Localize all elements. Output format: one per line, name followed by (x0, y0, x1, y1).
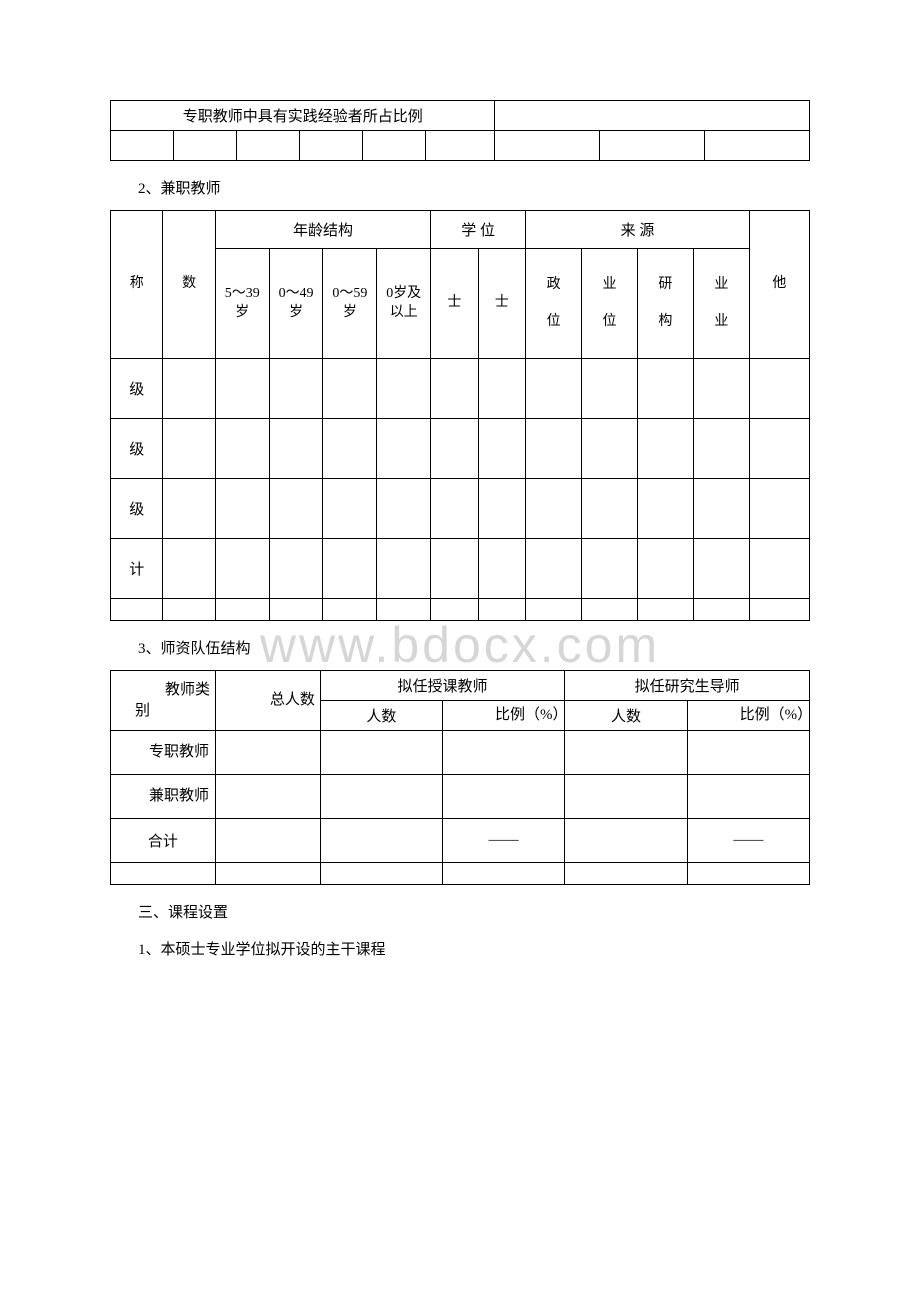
col-age-3: 0～59岁 (323, 249, 377, 359)
col-count: 数 (163, 211, 215, 359)
col-total: 总人数 (215, 671, 320, 731)
table-row: 计 (111, 539, 810, 599)
table-row: 合计 —— —— (111, 819, 810, 863)
col-teacher-type: 教师类别 (111, 671, 216, 731)
table-row (111, 863, 810, 885)
practice-ratio-label: 专职教师中具有实践经验者所占比例 (111, 101, 495, 131)
col-pct-1: 比例（%） (443, 701, 565, 731)
section-course-1: 三、课程设置 (138, 901, 810, 922)
section-2-label: 2、兼职教师 (138, 177, 810, 198)
table-row: 兼职教师 (111, 775, 810, 819)
table-practice-ratio: 专职教师中具有实践经验者所占比例 (110, 100, 810, 161)
col-pct-2: 比例（%） (687, 701, 809, 731)
col-num-2: 人数 (565, 701, 687, 731)
col-src-4: 业 业 (693, 249, 749, 359)
table-row: 级 (111, 479, 810, 539)
table-row: 级 (111, 419, 810, 479)
col-title: 称 (111, 211, 163, 359)
col-src-2: 业 位 (582, 249, 638, 359)
table-row (111, 599, 810, 621)
col-age-1: 5～39岁 (215, 249, 269, 359)
col-src-3: 研 构 (637, 249, 693, 359)
col-deg-2: 士 (478, 249, 526, 359)
col-src-1: 政 位 (526, 249, 582, 359)
col-other: 他 (749, 211, 809, 359)
section-course-2: 1、本硕士专业学位拟开设的主干课程 (138, 938, 810, 959)
hdr-age: 年龄结构 (215, 211, 430, 249)
section-3-label: 3、师资队伍结构 (138, 637, 810, 658)
col-deg-1: 士 (431, 249, 479, 359)
col-num-1: 人数 (320, 701, 442, 731)
col-age-2: 0～49岁 (269, 249, 323, 359)
table-parttime-teachers: 称 数 年龄结构 学 位 来 源 他 5～39岁 0～49岁 0～59岁 0岁及… (110, 210, 810, 621)
table-staff-structure: 教师类别 总人数 拟任授课教师 拟任研究生导师 人数 比例（%） 人数 比例（%… (110, 670, 810, 885)
hdr-degree: 学 位 (431, 211, 526, 249)
col-age-4: 0岁及以上 (377, 249, 431, 359)
practice-ratio-value (495, 101, 810, 131)
table-row: 专职教师 (111, 731, 810, 775)
hdr-source: 来 源 (526, 211, 750, 249)
hdr-advisor: 拟任研究生导师 (565, 671, 810, 701)
hdr-teaching: 拟任授课教师 (320, 671, 565, 701)
table-row: 级 (111, 359, 810, 419)
